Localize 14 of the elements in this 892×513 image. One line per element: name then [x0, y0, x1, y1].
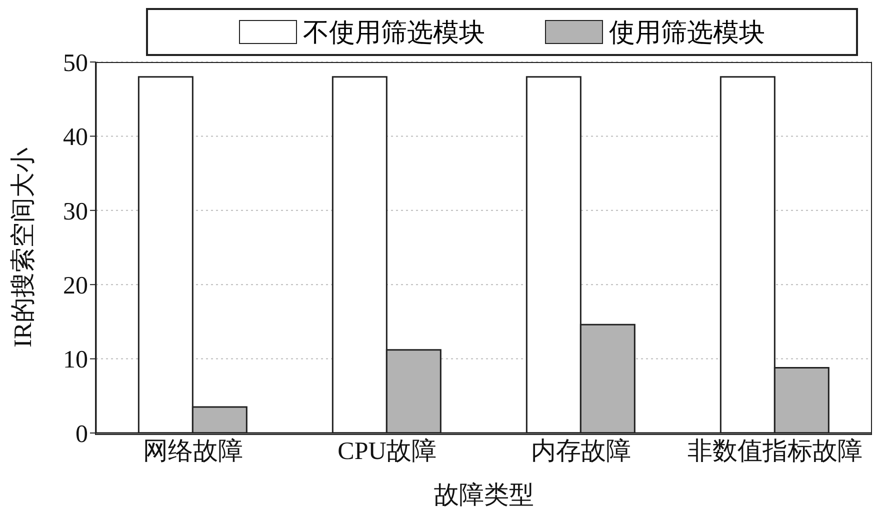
y-tick-label: 10 [63, 346, 88, 374]
x-tick-label: 内存故障 [531, 436, 631, 465]
x-tick-label: CPU故障 [338, 436, 436, 465]
y-axis-title: IR的搜索空间大小 [8, 148, 37, 348]
legend-label: 不使用筛选模块 [303, 16, 485, 48]
x-axis-title: 故障类型 [434, 481, 534, 509]
y-tick-label: 40 [63, 124, 88, 152]
y-tick-label: 20 [63, 272, 88, 300]
y-tick-label: 50 [63, 50, 88, 77]
legend-label: 使用筛选模块 [609, 16, 765, 48]
x-tick-label: 网络故障 [143, 436, 243, 465]
y-tick-label: 0 [76, 420, 88, 448]
x-tick-label: 非数值指标故障 [688, 436, 862, 465]
y-tick-label: 30 [63, 198, 88, 226]
